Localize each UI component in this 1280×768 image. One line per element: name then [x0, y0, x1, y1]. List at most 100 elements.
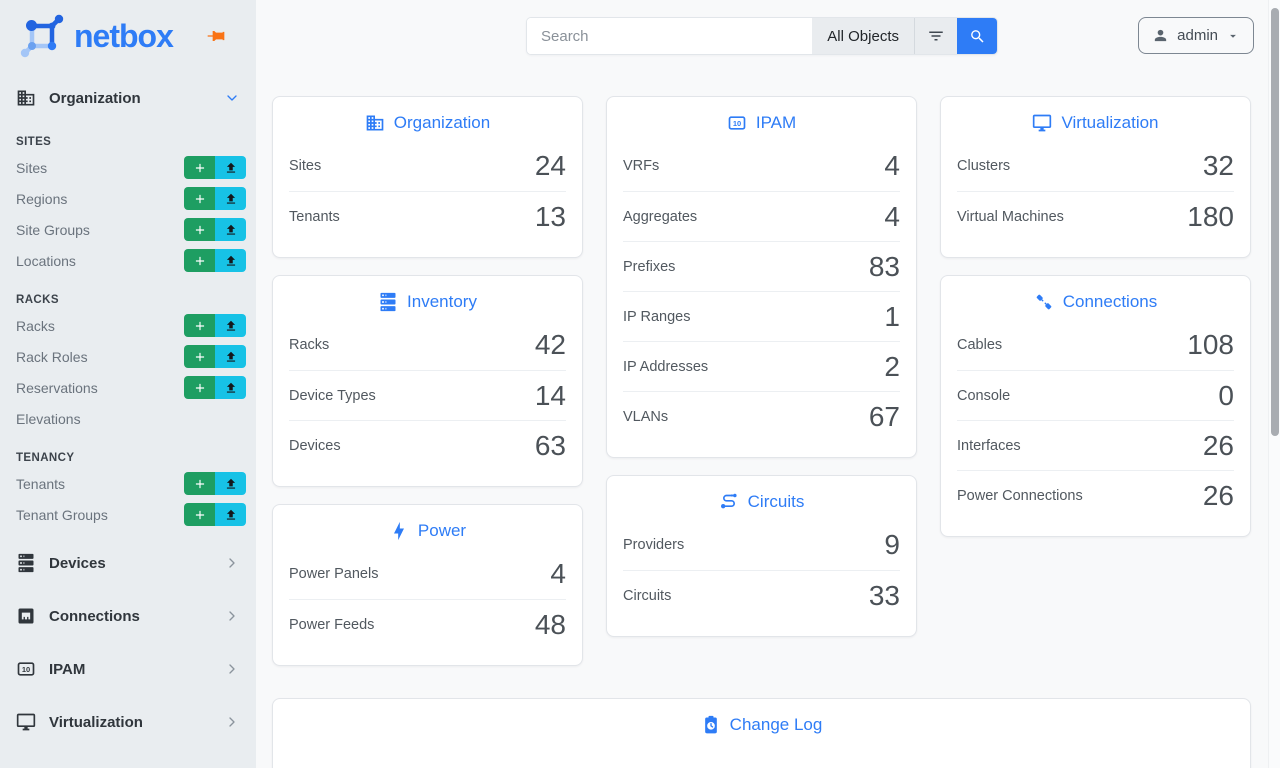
- filter-button[interactable]: [914, 18, 957, 54]
- card-title-text: Circuits: [747, 492, 805, 511]
- stat-value[interactable]: 108: [1187, 329, 1234, 360]
- import-button[interactable]: [215, 345, 246, 368]
- sidebar-group-label-sites: SITES: [16, 135, 52, 148]
- sidebar-item-link[interactable]: Regions: [16, 190, 68, 207]
- add-button[interactable]: [184, 249, 215, 272]
- stat-value[interactable]: 0: [1218, 379, 1234, 411]
- stat-row-ip-ranges: IP Ranges 1: [623, 291, 900, 341]
- stat-value[interactable]: 24: [534, 150, 566, 181]
- clipboard-clock-icon: [701, 715, 721, 735]
- user-menu-button[interactable]: admin: [1138, 17, 1254, 54]
- sidebar-item-sites: Sites: [0, 152, 256, 183]
- add-button[interactable]: [184, 503, 215, 526]
- add-button[interactable]: [184, 156, 215, 179]
- stat-label: Clusters: [957, 158, 1011, 174]
- stat-value[interactable]: 26: [1202, 479, 1234, 511]
- changelog-title[interactable]: Change Log: [273, 699, 1250, 743]
- stat-value[interactable]: 83: [868, 250, 900, 282]
- sidebar-section-ipam[interactable]: 10 IPAM: [0, 649, 256, 689]
- stat-value[interactable]: 13: [534, 200, 566, 232]
- virtualization-card-title[interactable]: Virtualization: [941, 97, 1250, 141]
- sidebar-item-link[interactable]: Tenant Groups: [16, 506, 108, 523]
- circuits-card-title[interactable]: Circuits: [607, 476, 916, 520]
- brand: netbox: [0, 0, 256, 68]
- stat-value[interactable]: 48: [534, 608, 566, 640]
- stat-value[interactable]: 14: [534, 379, 566, 411]
- stat-label: Power Connections: [957, 487, 1083, 504]
- stat-value[interactable]: 63: [534, 429, 566, 461]
- sidebar-item-link[interactable]: Racks: [16, 317, 55, 334]
- brand-wordmark[interactable]: netbox: [74, 17, 174, 54]
- page-scrollbar[interactable]: [1268, 0, 1280, 768]
- plus-icon: [193, 254, 207, 268]
- chevron-right-icon: [224, 714, 240, 730]
- chevron-right-icon: [224, 661, 240, 677]
- sidebar-section-virtualization[interactable]: Virtualization: [0, 702, 256, 742]
- stat-label: Tenants: [289, 208, 340, 225]
- import-button[interactable]: [215, 187, 246, 210]
- import-button[interactable]: [215, 503, 246, 526]
- stat-value[interactable]: 33: [868, 579, 900, 611]
- add-button[interactable]: [184, 376, 215, 399]
- sidebar-item-link[interactable]: Elevations: [16, 410, 81, 427]
- power-card-title[interactable]: Power: [273, 505, 582, 549]
- inventory-card: Inventory Racks 42 Device Types 14 Devices 63: [272, 275, 583, 487]
- import-button[interactable]: [215, 156, 246, 179]
- card-title-text: Organization: [393, 113, 491, 132]
- search-button[interactable]: [957, 18, 997, 54]
- stat-value[interactable]: 42: [534, 329, 566, 360]
- sidebar-section-devices[interactable]: Devices: [0, 543, 256, 583]
- search-scope-dropdown[interactable]: All Objects: [812, 18, 914, 54]
- stat-label: VRFs: [623, 158, 660, 174]
- power-card: Power Power Panels 4 Power Feeds 48: [272, 504, 583, 666]
- add-button[interactable]: [184, 472, 215, 495]
- stat-value[interactable]: 2: [884, 350, 900, 382]
- stat-value[interactable]: 180: [1187, 200, 1234, 232]
- stat-label: Cables: [957, 337, 1003, 353]
- add-button[interactable]: [184, 314, 215, 337]
- add-button[interactable]: [184, 345, 215, 368]
- stat-value[interactable]: 4: [884, 150, 900, 181]
- add-button[interactable]: [184, 218, 215, 241]
- sidebar-item-link[interactable]: Site Groups: [16, 221, 90, 238]
- search-input[interactable]: [527, 18, 813, 54]
- changelog-title-text: Change Log: [729, 715, 823, 734]
- sidebar-item-locations: Locations: [0, 245, 256, 276]
- add-button[interactable]: [184, 187, 215, 210]
- stat-value[interactable]: 32: [1202, 150, 1234, 181]
- chevron-right-icon: [224, 608, 240, 624]
- sidebar-section-organization[interactable]: Organization: [0, 78, 256, 118]
- stat-value[interactable]: 4: [884, 200, 900, 232]
- sidebar-section-label: Organization: [49, 89, 141, 107]
- import-button[interactable]: [215, 472, 246, 495]
- import-button[interactable]: [215, 376, 246, 399]
- pin-icon[interactable]: [206, 26, 226, 46]
- stat-label: Racks: [289, 337, 330, 353]
- sidebar-item-link[interactable]: Rack Roles: [16, 348, 88, 365]
- import-button[interactable]: [215, 249, 246, 272]
- upload-icon: [224, 381, 238, 395]
- netbox-logo[interactable]: [16, 12, 68, 60]
- sidebar-section-connections[interactable]: Connections: [0, 596, 256, 636]
- route-icon: [719, 492, 739, 512]
- inventory-card-title[interactable]: Inventory: [273, 276, 582, 320]
- stat-value[interactable]: 9: [884, 529, 900, 560]
- stat-value[interactable]: 4: [550, 558, 566, 589]
- sidebar-item-link[interactable]: Locations: [16, 252, 76, 269]
- stat-label: Sites: [289, 158, 322, 174]
- stat-value[interactable]: 67: [868, 400, 900, 432]
- ipam-card-title[interactable]: 10 IPAM: [607, 97, 916, 141]
- sidebar-item-link[interactable]: Reservations: [16, 379, 98, 396]
- sidebar-item-link[interactable]: Sites: [16, 159, 48, 176]
- item-action-buttons: [184, 314, 246, 337]
- connections-card-title[interactable]: Connections: [941, 276, 1250, 320]
- stat-row-devices: Devices 63: [289, 420, 566, 470]
- import-button[interactable]: [215, 218, 246, 241]
- sidebar-item-elevations: Elevations: [0, 403, 256, 434]
- stat-value[interactable]: 1: [884, 300, 900, 332]
- stat-value[interactable]: 26: [1202, 429, 1234, 461]
- import-button[interactable]: [215, 314, 246, 337]
- organization-card-title[interactable]: Organization: [273, 97, 582, 141]
- sidebar-item-link[interactable]: Tenants: [16, 475, 66, 492]
- scrollbar-thumb[interactable]: [1271, 8, 1279, 436]
